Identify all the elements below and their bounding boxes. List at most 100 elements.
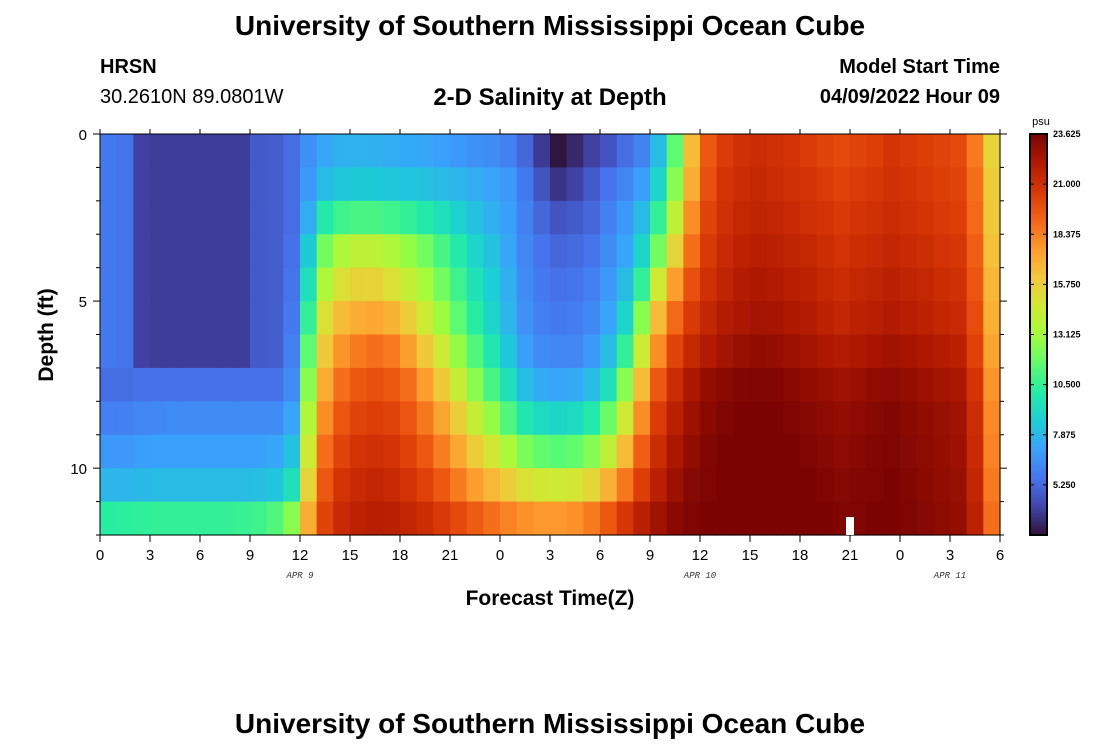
heatmap-cell xyxy=(566,134,584,169)
heatmap-cell xyxy=(383,301,401,336)
heatmap-cell xyxy=(166,234,184,269)
heatmap-cell xyxy=(266,401,284,436)
heatmap-cell xyxy=(716,367,734,402)
heatmap-cell xyxy=(933,134,951,169)
heatmap-cell xyxy=(816,234,834,269)
heatmap-cell xyxy=(666,434,684,469)
heatmap-cell xyxy=(533,367,551,402)
heatmap-cell xyxy=(550,468,568,503)
heatmap-cell xyxy=(950,134,968,169)
heatmap-cell xyxy=(500,401,518,436)
heatmap-cell xyxy=(416,401,434,436)
heatmap-cell xyxy=(916,468,934,503)
heatmap-cell xyxy=(416,234,434,269)
heatmap-cell xyxy=(650,267,668,302)
heatmap-cell xyxy=(450,501,468,536)
heatmap-cell xyxy=(866,267,884,302)
heatmap-cell xyxy=(550,167,568,202)
heatmap-cell xyxy=(783,167,801,202)
heatmap-cell xyxy=(466,167,484,202)
heatmap-cell xyxy=(266,167,284,202)
heatmap-cell xyxy=(733,267,751,302)
heatmap-cell xyxy=(433,401,451,436)
heatmap-cell xyxy=(250,200,268,235)
heatmap-cell xyxy=(416,134,434,169)
heatmap-cell xyxy=(900,434,918,469)
heatmap-cell xyxy=(933,301,951,336)
heatmap-cell xyxy=(400,334,418,369)
heatmap-cell xyxy=(333,434,351,469)
heatmap-cell xyxy=(550,367,568,402)
heatmap-cell xyxy=(550,301,568,336)
current-time-marker xyxy=(846,517,854,535)
heatmap-cell xyxy=(483,367,501,402)
heatmap-cell xyxy=(150,367,168,402)
heatmap-cell xyxy=(500,367,518,402)
heatmap-cell xyxy=(250,334,268,369)
heatmap-cell xyxy=(966,434,984,469)
heatmap-cell xyxy=(366,468,384,503)
heatmap-cell xyxy=(233,367,251,402)
heatmap-cell xyxy=(533,200,551,235)
heatmap-cell xyxy=(383,468,401,503)
heatmap-cell xyxy=(116,301,134,336)
heatmap-cell xyxy=(866,434,884,469)
heatmap-cell xyxy=(133,167,151,202)
heatmap-cell xyxy=(450,167,468,202)
heatmap-cell xyxy=(483,401,501,436)
heatmap-cell xyxy=(433,234,451,269)
heatmap-cell xyxy=(166,501,184,536)
heatmap-cell xyxy=(683,200,701,235)
heatmap-cell xyxy=(516,334,534,369)
heatmap-cell xyxy=(733,134,751,169)
heatmap-cell xyxy=(950,434,968,469)
colorbar-tick-label: 7.875 xyxy=(1053,430,1076,440)
heatmap-cell xyxy=(700,334,718,369)
heatmap-cell xyxy=(266,267,284,302)
date-label: APR 11 xyxy=(933,571,966,581)
heatmap-cell xyxy=(650,501,668,536)
date-label: APR 9 xyxy=(285,571,314,581)
heatmap-cell xyxy=(533,167,551,202)
heatmap-cell xyxy=(650,401,668,436)
heatmap-cell xyxy=(466,434,484,469)
heatmap-cell xyxy=(516,267,534,302)
heatmap-cell xyxy=(416,468,434,503)
heatmap-cell xyxy=(600,167,618,202)
heatmap-cell xyxy=(216,501,234,536)
heatmap-cell xyxy=(516,434,534,469)
heatmap-cell xyxy=(400,167,418,202)
heatmap-cell xyxy=(566,401,584,436)
heatmap-cell xyxy=(216,134,234,169)
heatmap xyxy=(100,134,1001,536)
heatmap-cell xyxy=(716,134,734,169)
x-tick-label: 12 xyxy=(292,547,309,564)
heatmap-cell xyxy=(950,401,968,436)
heatmap-cell xyxy=(866,334,884,369)
heatmap-cell xyxy=(833,401,851,436)
heatmap-cell xyxy=(400,301,418,336)
heatmap-cell xyxy=(900,134,918,169)
heatmap-cell xyxy=(466,134,484,169)
heatmap-cell xyxy=(300,334,318,369)
heatmap-cell xyxy=(100,301,118,336)
heatmap-cell xyxy=(533,234,551,269)
heatmap-cell xyxy=(683,301,701,336)
colorbar: psu 5.250 7.875 10.500 13.125 15.750 18.375 21… xyxy=(1029,116,1081,536)
heatmap-cell xyxy=(266,234,284,269)
heatmap-cell xyxy=(266,501,284,536)
heatmap-cell xyxy=(316,301,334,336)
y-tick-label: 10 xyxy=(70,461,87,478)
heatmap-cell xyxy=(733,401,751,436)
heatmap-cell xyxy=(266,334,284,369)
heatmap-cell xyxy=(466,267,484,302)
heatmap-cell xyxy=(316,267,334,302)
heatmap-cell xyxy=(900,267,918,302)
colorbar-unit: psu xyxy=(1032,116,1050,128)
heatmap-cell xyxy=(533,468,551,503)
heatmap-cell xyxy=(616,234,634,269)
page-title: University of Southern Mississippi Ocean… xyxy=(234,10,866,41)
heatmap-cell xyxy=(683,134,701,169)
heatmap-cell xyxy=(350,267,368,302)
heatmap-cell xyxy=(766,334,784,369)
